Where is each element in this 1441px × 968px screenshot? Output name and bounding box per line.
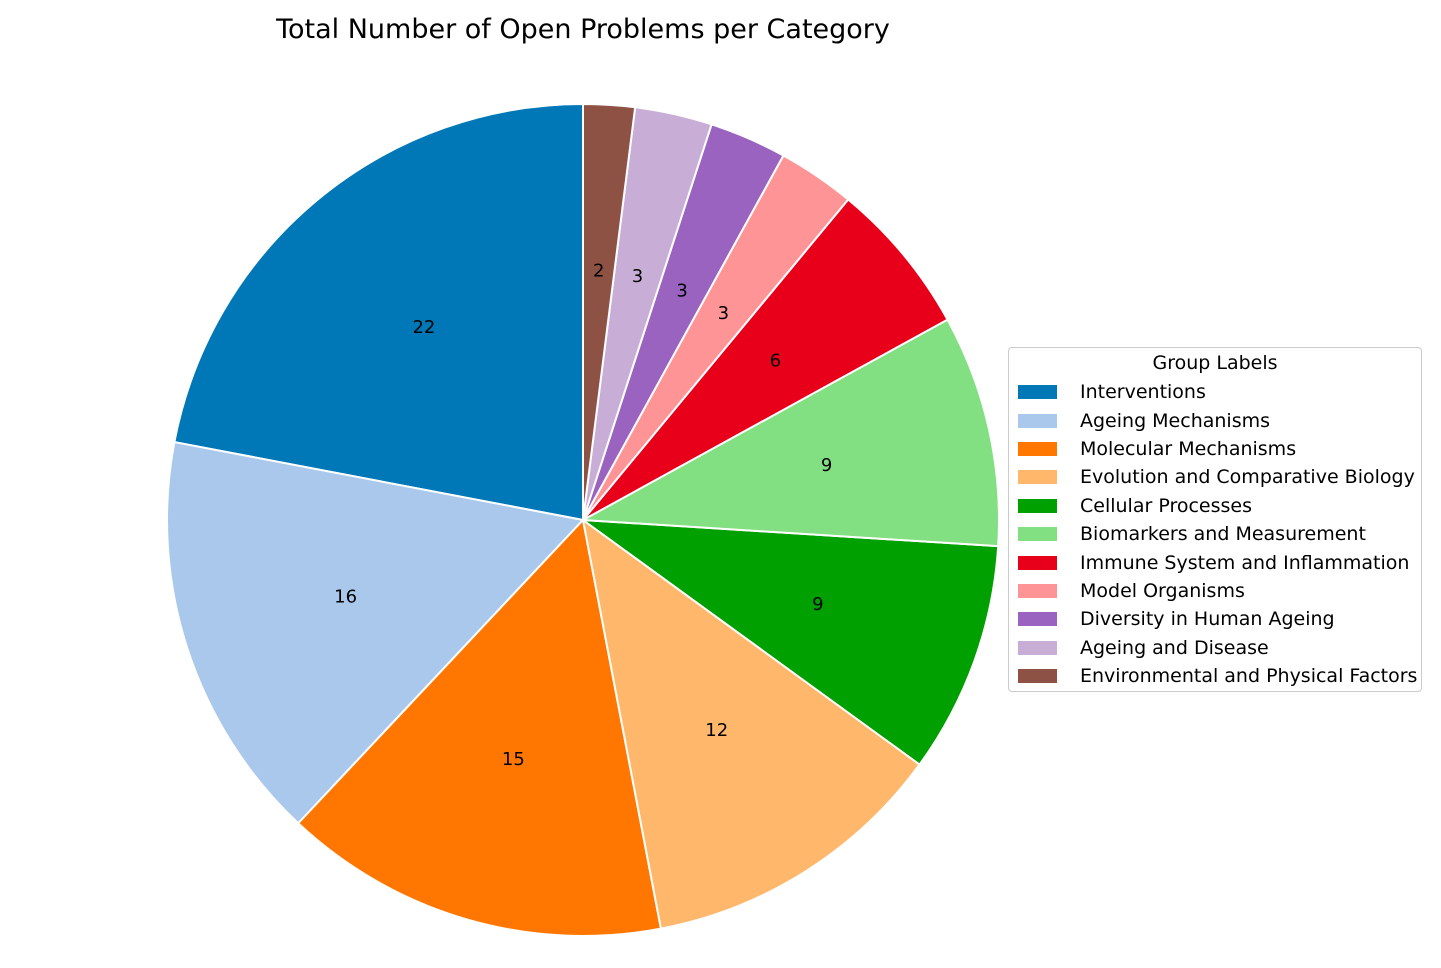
legend-swatch bbox=[1018, 498, 1057, 513]
legend-label: Ageing Mechanisms bbox=[1080, 409, 1271, 432]
chart-title: Total Number of Open Problems per Catego… bbox=[276, 14, 890, 45]
legend-swatch bbox=[1018, 555, 1057, 570]
legend-swatch bbox=[1018, 441, 1057, 456]
legend-item-cellular-processes: Cellular Processes bbox=[1018, 492, 1421, 520]
legend-swatch bbox=[1018, 413, 1057, 428]
legend-label: Evolution and Comparative Biology bbox=[1080, 466, 1415, 489]
pie-slice-environmental-and-physical-factors bbox=[582, 103, 637, 521]
legend-label: Model Organisms bbox=[1080, 579, 1245, 602]
legend-title: Group Labels bbox=[1152, 352, 1278, 374]
slice-value-label: 3 bbox=[632, 266, 643, 287]
legend-item-environmental-and-physical-factors: Environmental and Physical Factors bbox=[1018, 662, 1421, 690]
legend-label: Biomarkers and Measurement bbox=[1080, 523, 1366, 546]
legend-item-interventions: Interventions bbox=[1018, 378, 1421, 406]
pie-slice-molecular-mechanisms bbox=[297, 519, 662, 937]
legend-item-ageing-and-disease: Ageing and Disease bbox=[1018, 634, 1421, 662]
legend-label: Ageing and Disease bbox=[1080, 636, 1269, 659]
pie-slice-ageing-mechanisms bbox=[166, 441, 584, 825]
legend-item-model-organisms: Model Organisms bbox=[1018, 577, 1421, 605]
legend-swatch bbox=[1018, 583, 1057, 598]
slice-value-label: 12 bbox=[705, 720, 728, 741]
legend-label: Environmental and Physical Factors bbox=[1080, 665, 1418, 688]
legend-swatch bbox=[1018, 612, 1057, 627]
legend-label: Interventions bbox=[1080, 381, 1206, 404]
legend-list: Interventions Ageing Mechanisms Molecular … bbox=[1009, 378, 1421, 690]
legend-swatch bbox=[1018, 385, 1057, 400]
legend-label: Cellular Processes bbox=[1080, 494, 1252, 517]
slice-value-label: 15 bbox=[502, 749, 525, 770]
pie-slice-interventions bbox=[173, 103, 584, 521]
legend-label: Diversity in Human Ageing bbox=[1080, 608, 1335, 631]
legend-swatch bbox=[1018, 527, 1057, 542]
pie-slice-cellular-processes bbox=[582, 519, 1000, 766]
slice-value-label: 6 bbox=[770, 350, 781, 371]
pie-slice-evolution-and-comparative-biology bbox=[582, 519, 921, 930]
legend-item-ageing-mechanisms: Ageing Mechanisms bbox=[1018, 406, 1421, 434]
slice-value-label: 2 bbox=[593, 260, 604, 281]
pie-slice-biomarkers-and-measurement bbox=[582, 318, 1000, 548]
legend-swatch bbox=[1018, 640, 1057, 655]
legend-swatch bbox=[1018, 669, 1057, 684]
slice-value-label: 22 bbox=[412, 317, 435, 338]
legend-item-molecular-mechanisms: Molecular Mechanisms bbox=[1018, 435, 1421, 463]
slice-value-label: 3 bbox=[676, 280, 687, 301]
pie-slice-immune-system-and-inflammation bbox=[582, 198, 949, 521]
legend: Group Labels Interventions Ageing Mechani… bbox=[1008, 347, 1422, 692]
legend-swatch bbox=[1018, 470, 1057, 485]
legend-label: Immune System and Inflammation bbox=[1080, 551, 1410, 574]
legend-item-biomarkers-and-measurement: Biomarkers and Measurement bbox=[1018, 520, 1421, 548]
slice-value-label: 3 bbox=[718, 303, 729, 324]
legend-item-diversity-in-human-ageing: Diversity in Human Ageing bbox=[1018, 605, 1421, 633]
legend-item-immune-system-and-inflammation: Immune System and Inflammation bbox=[1018, 548, 1421, 576]
legend-item-evolution-and-comparative-biology: Evolution and Comparative Biology bbox=[1018, 463, 1421, 491]
legend-label: Molecular Mechanisms bbox=[1080, 437, 1297, 460]
slice-value-label: 9 bbox=[812, 594, 823, 615]
slice-value-label: 9 bbox=[821, 455, 832, 476]
slice-value-label: 16 bbox=[334, 587, 357, 608]
